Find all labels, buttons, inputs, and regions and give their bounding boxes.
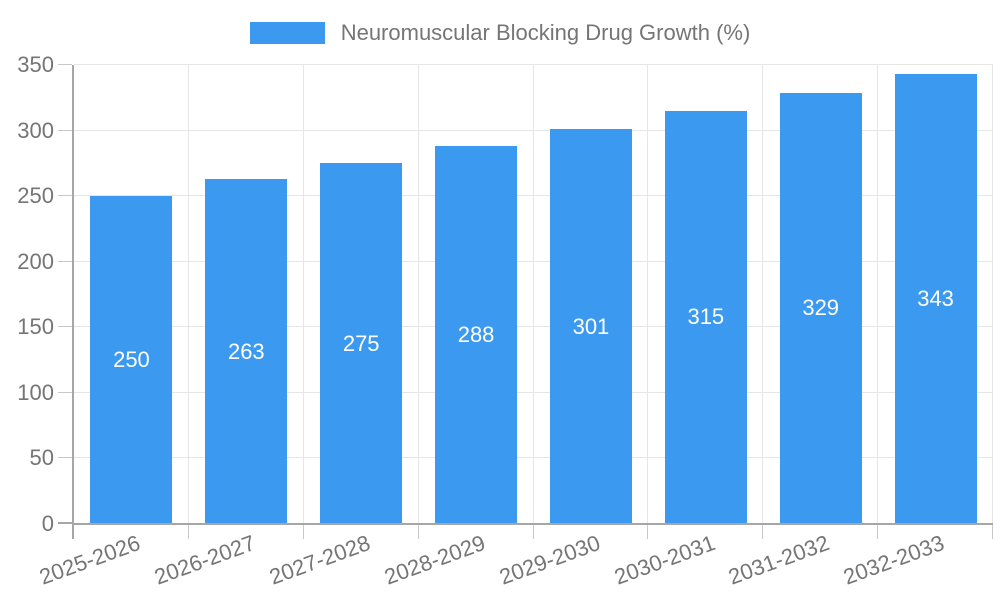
y-tick-label: 300 <box>17 117 54 143</box>
x-gridline <box>647 65 649 524</box>
bar[interactable] <box>205 179 288 524</box>
x-gridline <box>302 65 304 524</box>
legend-item[interactable]: Neuromuscular Blocking Drug Growth (%) <box>249 20 751 46</box>
bar[interactable] <box>779 92 862 524</box>
y-gridline <box>74 326 993 328</box>
x-gridline <box>877 65 879 524</box>
x-gridline <box>187 65 189 524</box>
x-tick-mark <box>187 525 189 539</box>
bar-value-label: 288 <box>457 322 495 348</box>
bar[interactable] <box>664 110 747 524</box>
bar[interactable] <box>435 146 518 524</box>
y-gridline <box>74 457 993 459</box>
bar[interactable] <box>90 196 173 524</box>
x-axis-line <box>72 523 993 525</box>
x-tick-mark <box>877 525 879 539</box>
x-tick-label: 2031-2032 <box>725 530 833 590</box>
x-gridline <box>762 65 764 524</box>
bar-value-label: 275 <box>342 330 380 356</box>
y-gridline <box>74 195 993 197</box>
x-tick-mark <box>72 525 74 539</box>
bar-value-label: 250 <box>113 347 150 373</box>
x-tick-label: 2028-2029 <box>380 530 489 590</box>
y-tick-mark <box>58 195 72 197</box>
y-axis-line <box>72 65 74 526</box>
bar[interactable] <box>320 163 403 524</box>
y-tick-mark <box>58 391 72 393</box>
y-tick-label: 50 <box>29 445 54 471</box>
y-gridline <box>74 260 993 262</box>
x-gridline <box>992 65 993 524</box>
legend-swatch-icon <box>249 22 325 44</box>
y-tick-mark <box>58 326 72 328</box>
y-tick-mark <box>58 129 72 131</box>
x-tick-label: 2032-2033 <box>840 530 948 590</box>
y-tick-label: 250 <box>17 183 54 209</box>
x-gridline <box>532 65 534 524</box>
y-tick-label: 150 <box>17 314 54 340</box>
bar[interactable] <box>549 129 632 524</box>
bar-value-label: 315 <box>687 304 725 330</box>
y-gridline <box>74 64 993 65</box>
y-tick-label: 350 <box>17 52 54 77</box>
y-gridline <box>74 391 993 393</box>
x-tick-mark <box>417 525 419 539</box>
x-tick-mark <box>532 525 534 539</box>
y-tick-label: 200 <box>17 248 54 274</box>
bar-value-label: 301 <box>572 313 610 339</box>
y-tick-mark <box>58 457 72 459</box>
x-tick-mark <box>762 525 764 539</box>
legend-label: Neuromuscular Blocking Drug Growth (%) <box>340 20 751 45</box>
y-gridline <box>74 129 993 131</box>
x-tick-label: 2026-2027 <box>151 530 259 590</box>
bar[interactable] <box>894 74 977 524</box>
y-tick-mark <box>58 522 72 524</box>
x-tick-mark <box>647 525 649 539</box>
x-tick-mark <box>302 525 304 539</box>
legend: Neuromuscular Blocking Drug Growth (%) <box>0 20 1000 46</box>
y-tick-label: 0 <box>41 511 54 536</box>
x-tick-mark <box>992 525 993 539</box>
y-tick-mark <box>58 64 72 65</box>
x-tick-label: 2030-2031 <box>610 530 719 590</box>
x-tick-label: 2027-2028 <box>265 530 374 590</box>
bar-value-label: 263 <box>227 338 265 364</box>
x-tick-label: 2029-2030 <box>495 530 604 590</box>
x-gridline <box>417 65 419 524</box>
y-tick-mark <box>58 260 72 262</box>
x-tick-label: 2025-2026 <box>36 530 144 590</box>
y-tick-label: 100 <box>17 379 54 405</box>
bar-value-label: 343 <box>917 286 954 312</box>
bar-value-label: 329 <box>802 295 840 321</box>
